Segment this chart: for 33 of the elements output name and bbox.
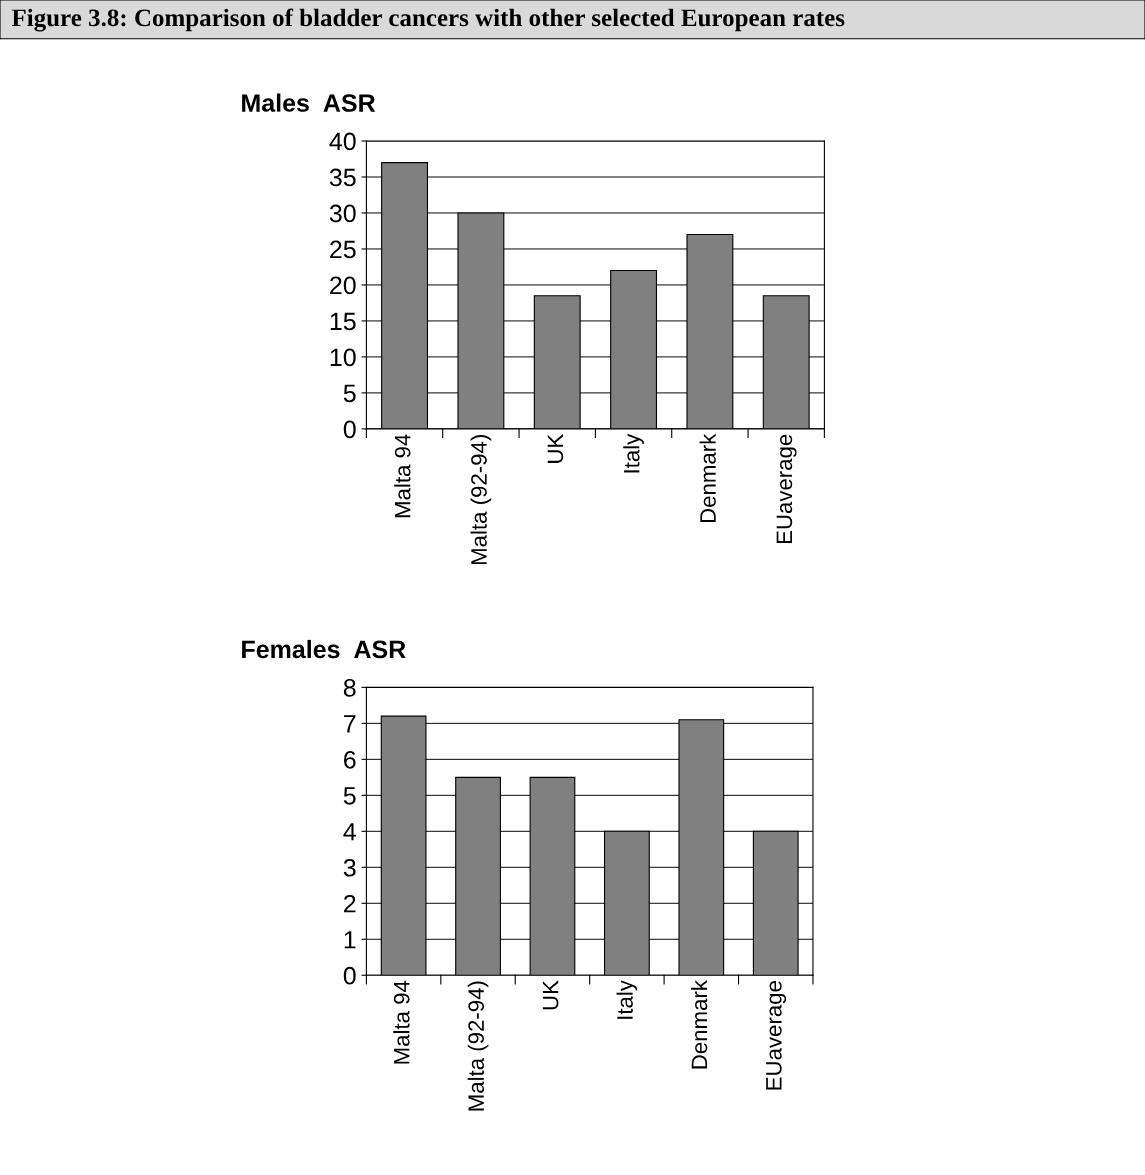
chart-title: Figure 3.8: Comparison of bladder cancers with other selected European rates — [11, 8, 845, 32]
y-tick-label: 8 — [343, 678, 356, 697]
y-tick-label: 25 — [330, 240, 356, 259]
y-tick-label: 15 — [330, 312, 356, 331]
y-tick-label: 40 — [329, 132, 356, 151]
y-tick-label: 30 — [329, 204, 356, 223]
y-tick-label: 0 — [343, 420, 356, 439]
y-tick-label: 20 — [330, 276, 356, 295]
x-tick-label: Italy — [623, 433, 644, 473]
y-axis-title: Males ASR — [242, 93, 376, 112]
x-tick-label: Italy — [616, 980, 638, 1019]
y-tick-label: 6 — [344, 750, 356, 769]
y-axis-title: Females ASR — [242, 639, 406, 659]
x-tick-label: UK — [542, 980, 559, 1010]
x-tick-label: EUaverage — [776, 434, 797, 544]
y-tick-label: 5 — [343, 384, 356, 403]
y-tick-label: 4 — [343, 823, 356, 841]
x-tick-label: Malta (92-94) — [470, 435, 492, 565]
y-tick-label: 10 — [330, 348, 356, 367]
y-tick-label: 5 — [343, 787, 356, 805]
y-tick-label: 1 — [344, 931, 356, 949]
x-tick-label: Malta 94 — [393, 980, 410, 1064]
x-tick-label: Malta 94 — [394, 434, 411, 518]
x-tick-label: EUaverage — [766, 981, 787, 1090]
x-tick-label: Denmark — [699, 433, 716, 523]
y-tick-label: 7 — [344, 715, 356, 733]
x-tick-label: Denmark — [690, 980, 708, 1069]
y-tick-label: 0 — [343, 966, 356, 985]
y-tick-label: 35 — [329, 168, 356, 187]
x-tick-label: Malta (92-94) — [467, 981, 489, 1111]
x-tick-label: UK — [547, 433, 564, 463]
y-tick-label: 2 — [344, 894, 356, 913]
y-tick-label: 3 — [343, 858, 356, 877]
